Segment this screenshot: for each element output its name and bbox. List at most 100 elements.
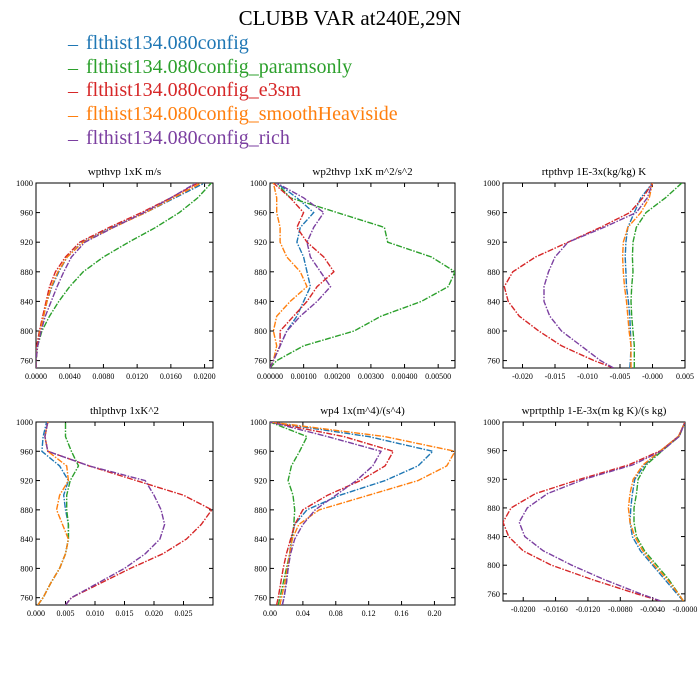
series-line bbox=[37, 422, 70, 605]
series-line bbox=[503, 183, 654, 368]
series-line bbox=[629, 422, 685, 601]
legend-item-e3sm: – flthist134.080config_e3sm bbox=[68, 79, 398, 103]
series-line bbox=[270, 183, 315, 368]
chart-panel: wp4 1x(m^4)/(s^4) 760 800 840 880 920 960 1000 0… bbox=[250, 405, 456, 618]
x-tick-label: -0.0040 bbox=[640, 605, 665, 614]
x-tick-label: 0.020 bbox=[145, 609, 163, 618]
x-tick-label: -0.0000 bbox=[673, 605, 698, 614]
x-tick-label: 0.005 bbox=[676, 372, 694, 381]
page-title: CLUBB VAR at240E,29N bbox=[238, 6, 462, 30]
y-tick-label: 1000 bbox=[483, 178, 500, 188]
legend-swatch: – bbox=[68, 80, 78, 103]
legend-swatch: – bbox=[68, 56, 78, 79]
x-tick-label: 0.00100 bbox=[291, 372, 317, 381]
y-tick-label: 840 bbox=[487, 532, 500, 542]
panel-title: wpthvp 1xK m/s bbox=[88, 166, 161, 178]
series-line bbox=[270, 183, 332, 368]
y-tick-label: 880 bbox=[487, 267, 500, 277]
series-line bbox=[270, 422, 455, 605]
series-line bbox=[36, 183, 199, 368]
x-tick-label: 0.04 bbox=[296, 609, 310, 618]
legend-label: flthist134.080config_e3sm bbox=[86, 79, 301, 102]
legend-item-smoothheaviside: – flthist134.080config_smoothHeaviside bbox=[68, 103, 398, 127]
plot-frame bbox=[35, 182, 214, 369]
x-tick-label: 0.20 bbox=[427, 609, 441, 618]
series-line bbox=[503, 422, 685, 601]
legend-label: flthist134.080config bbox=[86, 32, 249, 54]
y-tick-label: 1000 bbox=[16, 417, 33, 427]
y-tick-label: 1000 bbox=[250, 417, 267, 427]
x-tick-label: 0.00200 bbox=[324, 372, 350, 381]
y-tick-label: 760 bbox=[254, 356, 267, 366]
chart-panel: wprtpthlp 1-E-3x(m kg K)/(s kg) 760 800 840… bbox=[483, 405, 697, 614]
legend-swatch: – bbox=[68, 33, 78, 56]
legend-label: flthist134.080config_smoothHeaviside bbox=[86, 102, 398, 125]
panel-title: wp4 1x(m^4)/(s^4) bbox=[320, 405, 405, 417]
x-tick-label: 0.0200 bbox=[194, 372, 216, 381]
plot-frame bbox=[502, 421, 686, 602]
y-tick-label: 760 bbox=[20, 356, 33, 366]
x-tick-label: -0.000 bbox=[642, 372, 663, 381]
y-tick-label: 1000 bbox=[483, 417, 500, 427]
y-tick-label: 960 bbox=[254, 208, 267, 218]
x-tick-label: -0.015 bbox=[545, 372, 566, 381]
legend-swatch: – bbox=[68, 127, 78, 150]
series-line bbox=[621, 183, 654, 368]
legend-label: flthist134.080config_rich bbox=[86, 126, 290, 149]
chart-panel: wp2thvp 1xK m^2/s^2 760 800 840 880 920 960 100… bbox=[250, 166, 456, 381]
x-tick-label: 0.005 bbox=[57, 609, 75, 618]
y-tick-label: 920 bbox=[20, 237, 33, 247]
series-line bbox=[37, 422, 70, 605]
y-tick-label: 880 bbox=[20, 267, 33, 277]
series-line bbox=[36, 183, 202, 368]
series-line bbox=[270, 422, 308, 605]
panel-title: wprtpthlp 1-E-3x(m kg K)/(s kg) bbox=[522, 405, 667, 417]
series-line bbox=[44, 422, 213, 605]
x-tick-label: 0.0080 bbox=[92, 372, 114, 381]
plot-frame bbox=[269, 182, 456, 369]
legend-label: flthist134.080config_paramsonly bbox=[86, 55, 353, 78]
y-tick-label: 800 bbox=[487, 326, 500, 336]
series-line bbox=[630, 183, 683, 368]
y-tick-label: 840 bbox=[254, 296, 267, 306]
y-tick-label: 760 bbox=[254, 593, 267, 603]
y-tick-label: 920 bbox=[254, 476, 267, 486]
x-tick-label: 0.16 bbox=[395, 609, 409, 618]
y-tick-label: 920 bbox=[487, 237, 500, 247]
y-tick-label: 840 bbox=[487, 296, 500, 306]
series-line bbox=[36, 183, 205, 368]
y-tick-label: 880 bbox=[487, 503, 500, 513]
panel-title: wp2thvp 1xK m^2/s^2 bbox=[312, 166, 412, 178]
series-line bbox=[543, 183, 654, 368]
y-tick-label: 840 bbox=[20, 296, 33, 306]
chart-panel: thlpthvp 1xK^2 760 800 840 880 920 960 1000 0.00… bbox=[16, 405, 214, 618]
y-tick-label: 880 bbox=[254, 505, 267, 515]
plot-frame bbox=[502, 182, 686, 369]
panel-title: rtpthvp 1E-3x(kg/kg) K bbox=[542, 166, 647, 178]
y-tick-label: 880 bbox=[254, 267, 267, 277]
x-tick-label: 0.00500 bbox=[425, 372, 451, 381]
y-tick-label: 960 bbox=[487, 446, 500, 456]
plot-frame bbox=[269, 421, 456, 606]
y-tick-label: 880 bbox=[20, 505, 33, 515]
x-tick-label: -0.0120 bbox=[576, 605, 601, 614]
chart-panel: wpthvp 1xK m/s 760 800 840 880 920 960 1000 0.00… bbox=[16, 166, 216, 381]
series-line bbox=[518, 422, 685, 601]
y-tick-label: 760 bbox=[487, 356, 500, 366]
y-tick-label: 960 bbox=[20, 446, 33, 456]
y-tick-label: 800 bbox=[254, 326, 267, 336]
x-tick-label: 0.00 bbox=[263, 609, 277, 618]
series-line bbox=[44, 422, 166, 605]
y-tick-label: 800 bbox=[487, 560, 500, 570]
legend-item-rich: – flthist134.080config_rich bbox=[68, 127, 398, 151]
legend-item-paramsonly: – flthist134.080config_paramsonly bbox=[68, 56, 398, 80]
x-tick-label: 0.0120 bbox=[126, 372, 148, 381]
x-tick-label: -0.005 bbox=[610, 372, 631, 381]
x-tick-label: 0.025 bbox=[175, 609, 193, 618]
y-tick-label: 960 bbox=[20, 208, 33, 218]
series-line bbox=[270, 183, 335, 368]
x-tick-label: -0.010 bbox=[577, 372, 598, 381]
x-tick-label: 0.0000 bbox=[25, 372, 47, 381]
y-tick-label: 760 bbox=[20, 593, 33, 603]
